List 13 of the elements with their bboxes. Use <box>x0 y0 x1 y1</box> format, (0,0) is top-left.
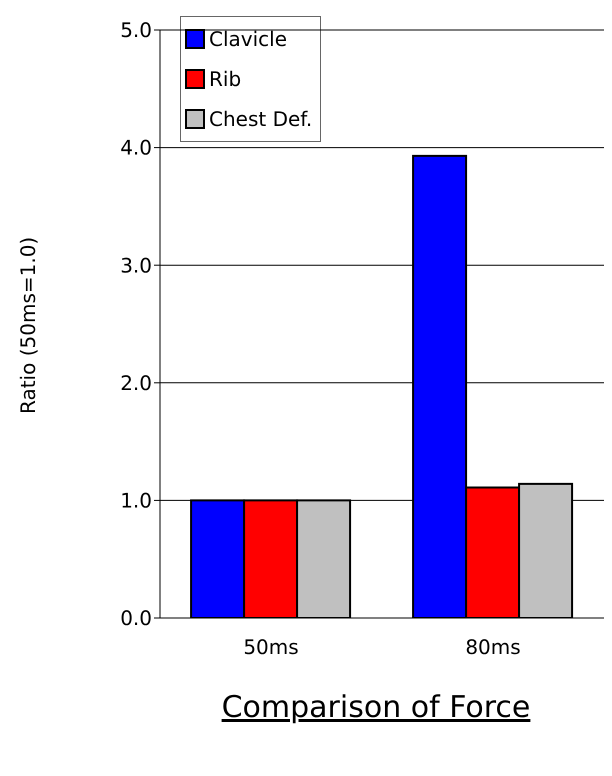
legend-label: Clavicle <box>209 27 288 51</box>
y-tick-label: 1.0 <box>120 488 152 512</box>
y-tick-label: 3.0 <box>120 253 152 278</box>
y-tick-label: 0.0 <box>120 606 152 630</box>
legend-label: Rib <box>209 67 242 91</box>
y-tick-label: 4.0 <box>120 136 152 160</box>
y-tick-label: 5.0 <box>120 18 152 42</box>
x-tick-label: 50ms <box>243 635 299 660</box>
y-tick-label: 2.0 <box>120 370 152 395</box>
legend-label: Chest Def. <box>209 107 312 131</box>
y-axis-title: Ratio (50ms=1.0) <box>16 236 40 414</box>
x-tick-label: 80ms <box>465 635 521 660</box>
text: Comparison of Force <box>220 690 532 725</box>
